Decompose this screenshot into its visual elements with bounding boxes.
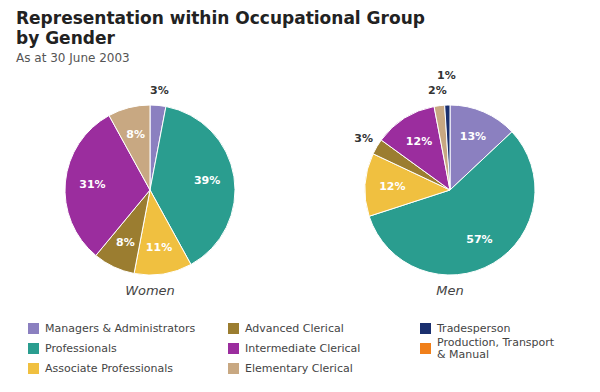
text-line: Representation within Occupational Group <box>16 8 425 28</box>
data-label: 3% <box>150 84 169 97</box>
text-line: by Gender <box>16 28 115 48</box>
legend-label: Production, Transport& Manual <box>437 336 555 361</box>
data-label: 1% <box>437 69 456 82</box>
legend-label: Intermediate Clerical <box>245 342 360 355</box>
subtitle: As at 30 June 2003 <box>16 51 130 65</box>
data-label: 12% <box>379 180 405 193</box>
text-line: & Manual <box>437 348 489 361</box>
text-line: Intermediate Clerical <box>245 342 360 355</box>
text-line: Tradesperson <box>436 322 511 335</box>
data-label: 31% <box>79 178 105 191</box>
pie-slice <box>109 105 150 190</box>
text-line: Elementary Clerical <box>245 362 353 375</box>
legend-label: Professionals <box>45 342 117 355</box>
legend-label: Associate Professionals <box>45 362 173 375</box>
pie-name: Women <box>125 283 175 298</box>
legend-label: Tradesperson <box>436 322 511 335</box>
data-label: 13% <box>460 130 486 143</box>
legend-swatch <box>28 363 39 374</box>
legend-label: Managers & Administrators <box>45 322 196 335</box>
legend-swatch <box>228 323 239 334</box>
legend-swatch <box>420 323 431 334</box>
text-line: Advanced Clerical <box>245 322 344 335</box>
text-line: Professionals <box>45 342 117 355</box>
pie-slice <box>445 105 450 190</box>
data-label: 3% <box>354 132 373 145</box>
background <box>0 0 600 392</box>
data-label: 57% <box>466 233 492 246</box>
text-line: Managers & Administrators <box>45 322 196 335</box>
text-line: Associate Professionals <box>45 362 173 375</box>
pie-slice <box>434 105 450 190</box>
pie <box>365 105 535 275</box>
data-label: 12% <box>406 135 432 148</box>
data-label: 8% <box>116 236 135 249</box>
data-label: 8% <box>126 128 145 141</box>
legend: Managers & Administrators Professionals As… <box>28 322 555 375</box>
legend-label: Elementary Clerical <box>245 362 353 375</box>
title: Representation within Occupational Group… <box>16 8 425 48</box>
data-label: 11% <box>146 241 172 254</box>
legend-swatch <box>228 343 239 354</box>
legend-swatch <box>228 363 239 374</box>
pie-name: Men <box>436 283 463 298</box>
legend-swatch <box>28 343 39 354</box>
legend-swatch <box>420 343 431 354</box>
pie <box>65 105 235 275</box>
data-label: 39% <box>194 174 220 187</box>
legend-swatch <box>28 323 39 334</box>
data-label: 2% <box>428 84 447 97</box>
pie-slice <box>65 116 150 256</box>
chart: Representation within Occupational Group… <box>0 0 600 392</box>
legend-label: Advanced Clerical <box>245 322 344 335</box>
